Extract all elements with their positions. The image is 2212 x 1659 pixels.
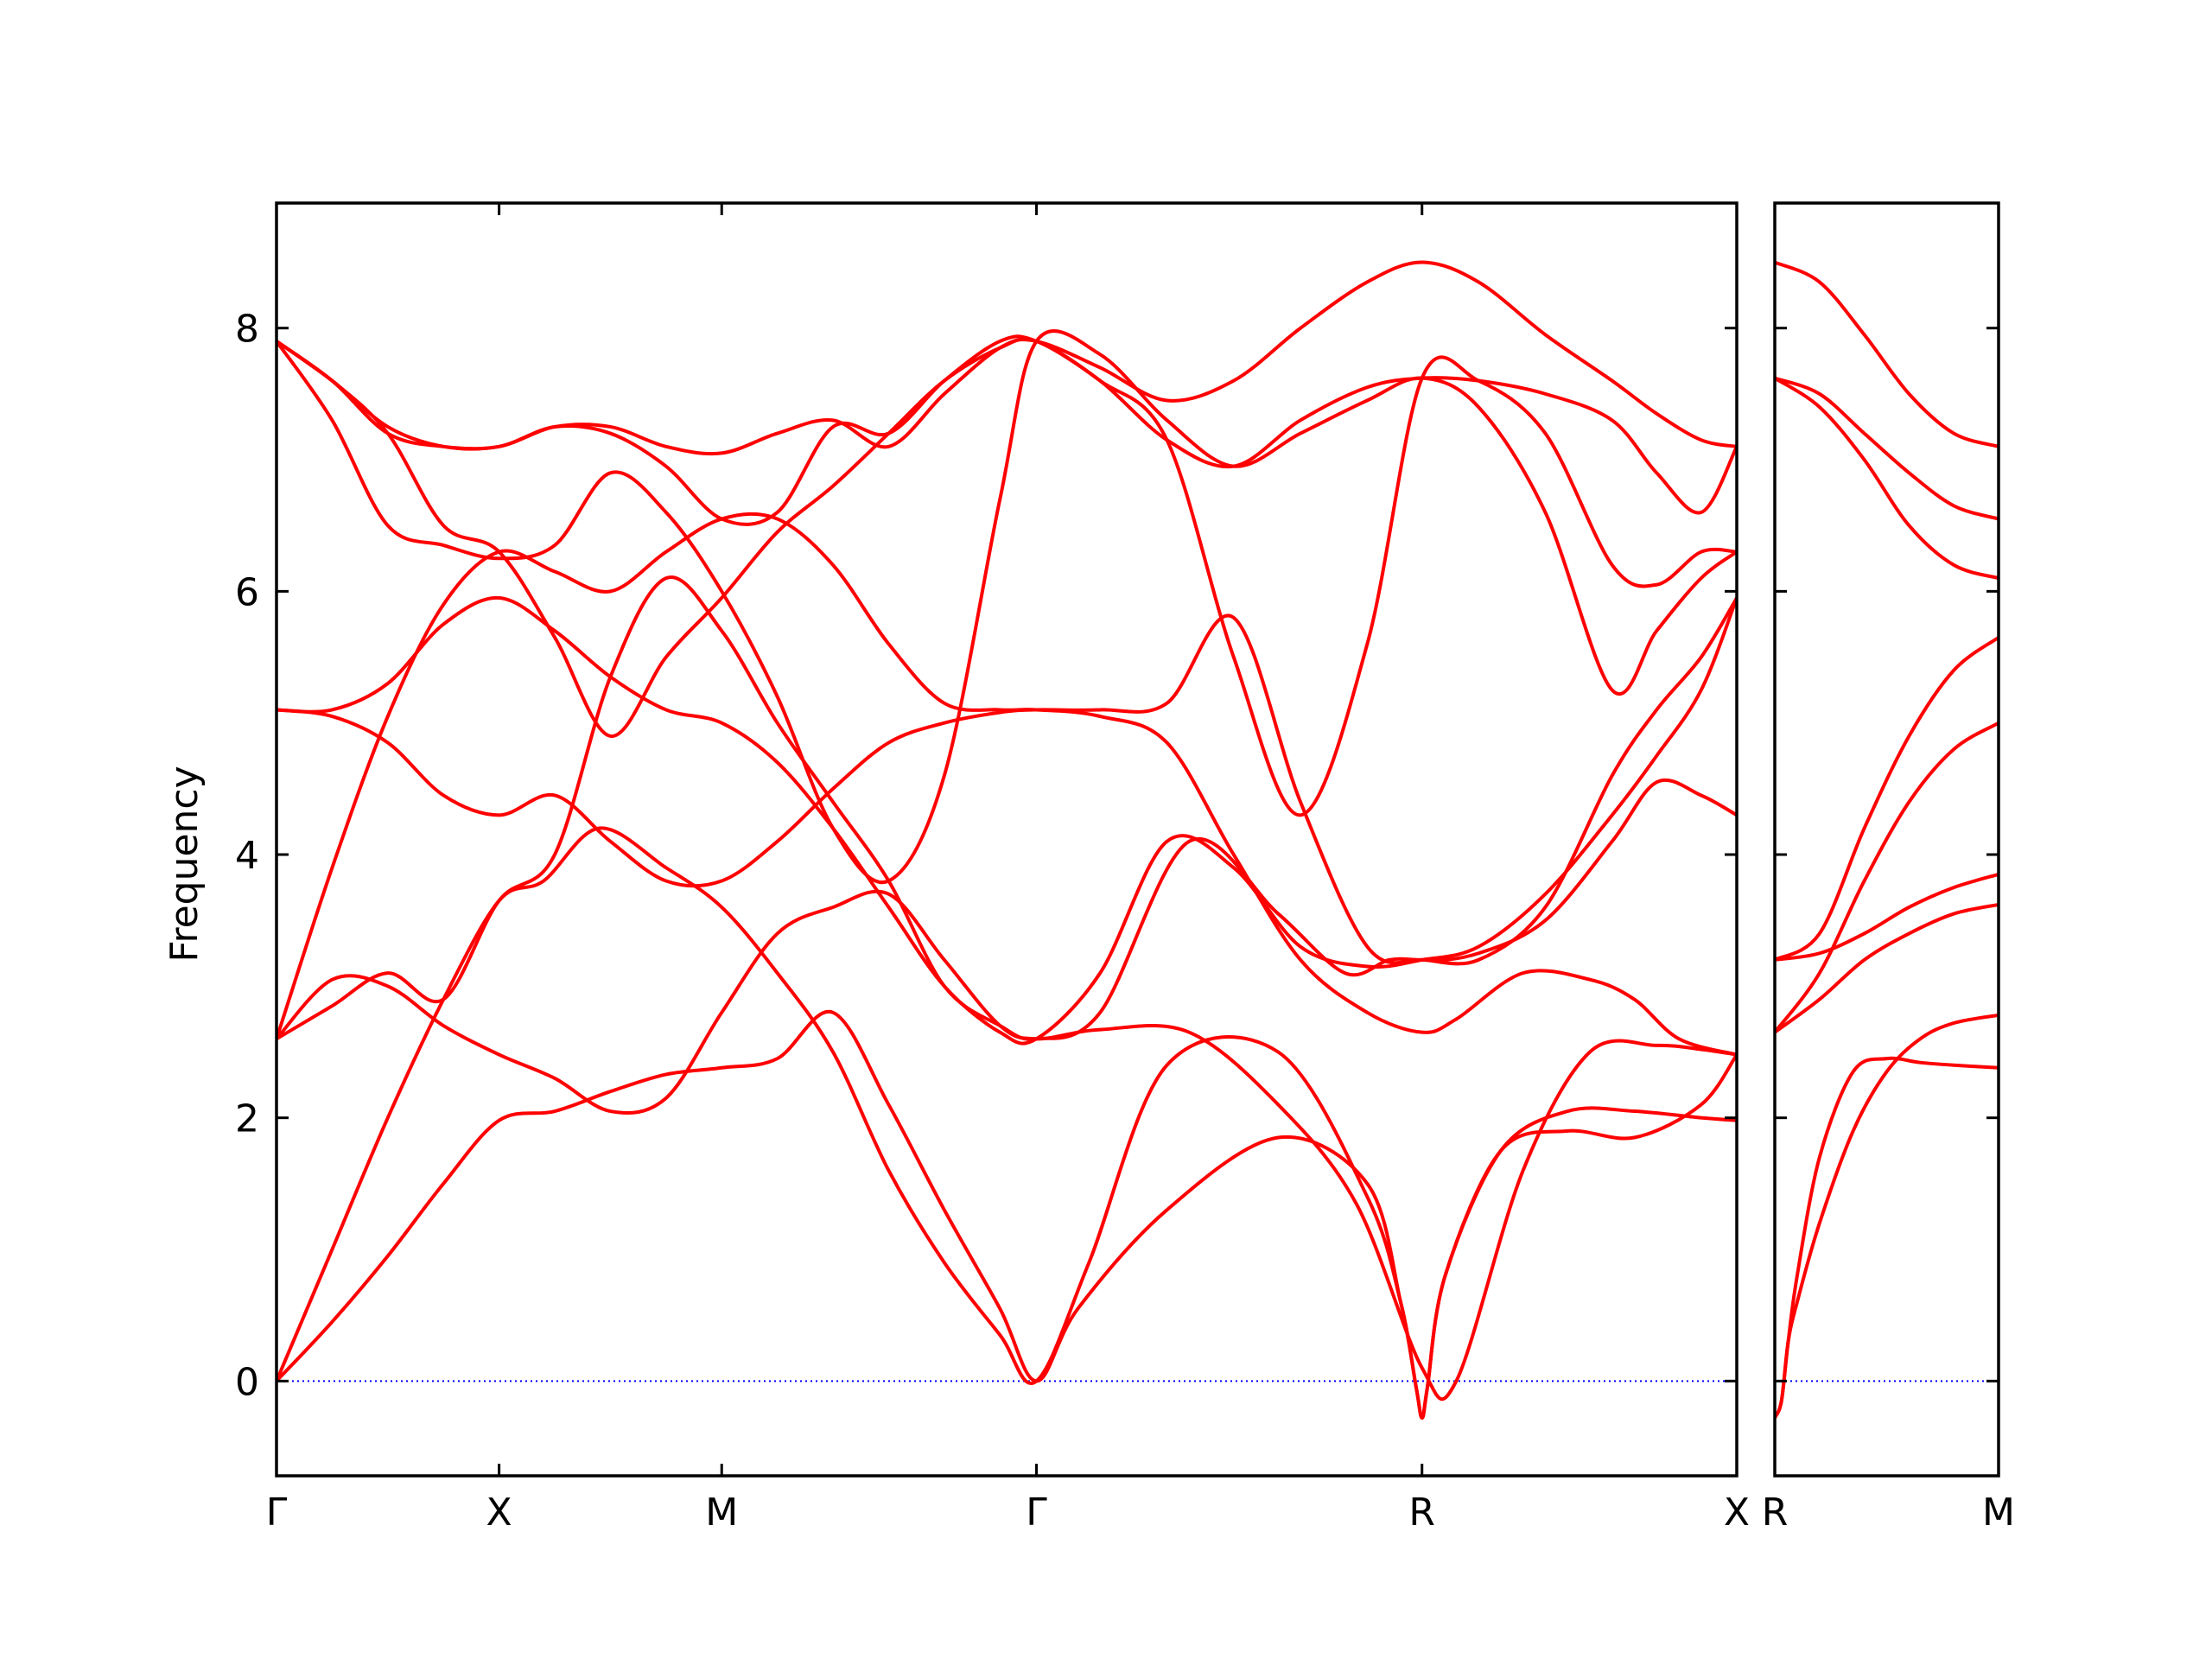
plot-frame: [275, 201, 1738, 1478]
x-tick-label: X: [1724, 1491, 1750, 1535]
band-line-2: [1775, 1013, 1999, 1420]
band-line-1: [1775, 1056, 1999, 1420]
band-line-8: [276, 337, 1737, 817]
x-tick-label: M: [1982, 1491, 2015, 1535]
y-tick-label: 8: [235, 308, 259, 352]
band-lines: [1775, 260, 1999, 1420]
x-tick-label: Γ: [1026, 1491, 1047, 1535]
band-line-8: [1775, 376, 1999, 521]
band-line-5: [276, 613, 1737, 965]
band-line-6: [276, 595, 1737, 1046]
plot-frame: [1773, 201, 2000, 1478]
x-tick-label: X: [486, 1491, 512, 1535]
x-tick-label: R: [1762, 1491, 1789, 1535]
band-line-9: [276, 329, 1737, 885]
band-line-10: [276, 334, 1737, 526]
band-line-5: [1775, 721, 1999, 1034]
x-tick-label: R: [1408, 1491, 1435, 1535]
main-band-panel: 0 2 4 6 8 Γ X M Γ R X: [235, 201, 1750, 1535]
band-line-9: [1775, 260, 1999, 448]
band-line-6: [1775, 635, 1999, 962]
y-tick-label: 2: [235, 1097, 259, 1141]
y-axis-label: Frequency: [162, 766, 207, 962]
x-tick-label: Γ: [266, 1491, 288, 1535]
band-line-4: [1775, 872, 1999, 962]
y-tick-label: 0: [235, 1360, 259, 1404]
band-lines: [276, 260, 1737, 1420]
band-line-4: [276, 512, 1737, 1057]
x-tick-label: M: [705, 1491, 738, 1535]
band-line-1: [276, 1009, 1737, 1420]
band-line-7: [1775, 376, 1999, 581]
y-tick-label: 4: [235, 834, 259, 878]
band-line-11: [276, 260, 1737, 456]
band-line-7: [276, 575, 1737, 1041]
y-tick-label: 6: [235, 570, 259, 614]
band-line-3: [1775, 902, 1999, 1034]
